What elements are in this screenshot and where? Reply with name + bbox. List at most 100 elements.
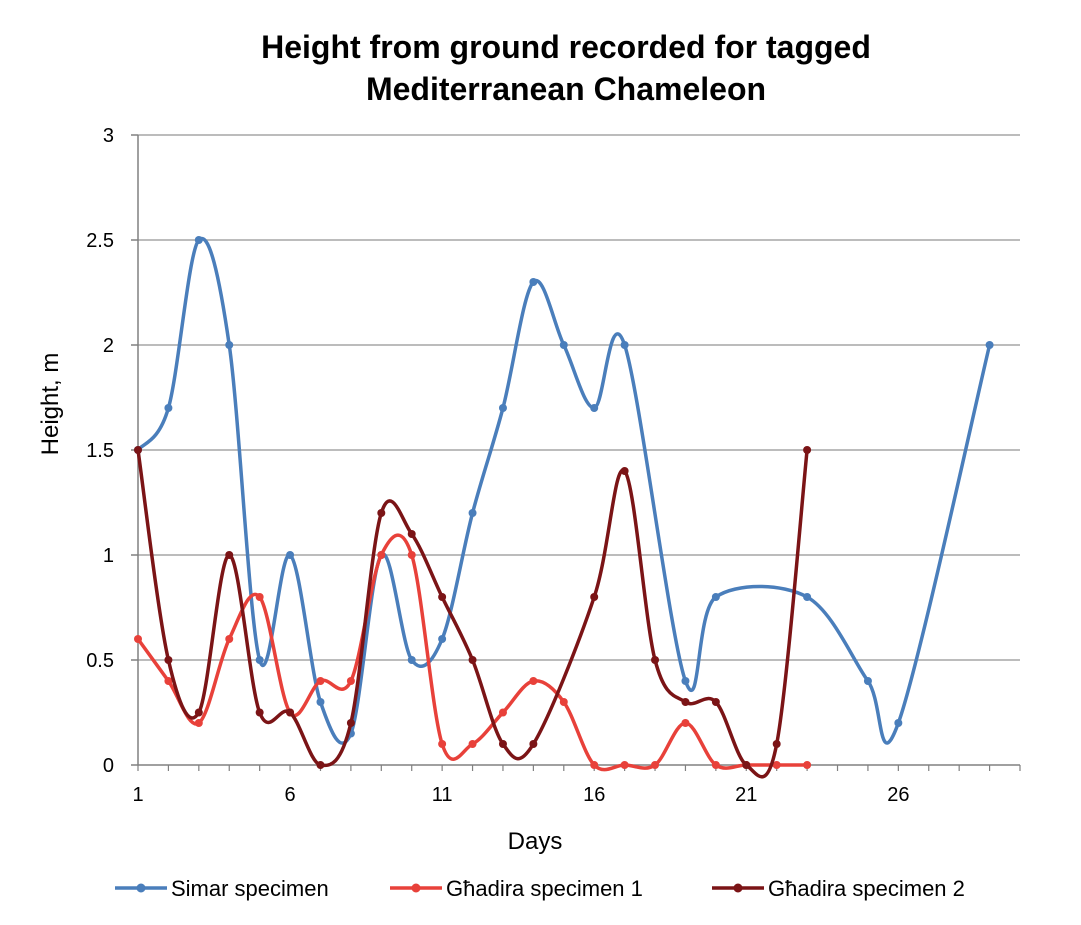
data-point: [194, 236, 203, 244]
data-point: [863, 677, 872, 685]
data-point: [681, 677, 690, 685]
data-point: [407, 551, 416, 559]
x-tick-labels: 1 6 11 16 21 26: [132, 784, 909, 806]
x-axis-label: Days: [508, 828, 563, 855]
data-point: [711, 761, 720, 769]
data-point: [559, 698, 568, 706]
x-tick-label: 26: [887, 784, 909, 806]
data-point: [803, 593, 812, 601]
legend: Simar specimen Għadira specimen 1 Għadira …: [115, 876, 965, 901]
data-point: [529, 278, 538, 286]
data-point: [407, 530, 416, 538]
data-point: [711, 698, 720, 706]
y-tick-label: 0.5: [86, 650, 114, 672]
data-point: [407, 656, 416, 664]
legend-label: Għadira specimen 2: [768, 876, 965, 901]
data-point: [225, 551, 234, 559]
series-lines: [134, 236, 994, 779]
data-point: [498, 740, 507, 748]
chart-title-line-2: Mediterranean Chameleon: [366, 71, 766, 107]
axes: [137, 135, 1021, 771]
grid-lines: [131, 134, 1020, 766]
data-point: [468, 509, 477, 517]
data-point: [438, 593, 447, 601]
y-tick-label: 2.5: [86, 230, 114, 252]
data-point: [985, 341, 994, 349]
data-point: [134, 446, 142, 454]
data-point: [194, 708, 203, 717]
data-point: [590, 404, 599, 412]
data-point: [559, 341, 568, 349]
data-point: [438, 635, 447, 643]
data-point: [255, 656, 264, 664]
data-point: [529, 677, 538, 685]
data-point: [316, 677, 325, 685]
data-point: [651, 656, 660, 664]
x-tick-label: 21: [735, 784, 757, 806]
y-tick-label: 0: [103, 755, 114, 777]
data-point: [134, 635, 142, 643]
data-point: [255, 593, 264, 601]
data-point: [590, 593, 599, 601]
y-tick-label: 3: [103, 125, 114, 147]
y-tick-label: 1: [103, 545, 114, 567]
data-point: [620, 467, 629, 475]
series-3: [134, 446, 812, 779]
x-tick-label: 6: [285, 784, 296, 806]
data-point: [468, 656, 477, 664]
data-point: [468, 740, 477, 748]
data-point: [803, 446, 812, 454]
data-point: [620, 761, 629, 769]
data-point: [255, 708, 264, 717]
legend-item-3: Għadira specimen 2: [712, 876, 965, 901]
data-point: [803, 761, 812, 769]
legend-item-1: Simar specimen: [115, 876, 329, 901]
x-tick-label: 11: [432, 784, 453, 806]
legend-label: Simar specimen: [171, 876, 329, 901]
data-point: [194, 719, 203, 727]
data-point: [164, 404, 173, 412]
legend-swatch-marker: [411, 883, 421, 893]
data-point: [286, 551, 295, 559]
data-point: [590, 761, 599, 769]
data-point: [346, 719, 355, 727]
legend-swatch-marker: [733, 883, 743, 893]
data-point: [681, 698, 690, 706]
data-point: [529, 740, 538, 748]
series-line: [136, 533, 809, 772]
data-point: [498, 404, 507, 412]
data-point: [286, 708, 295, 717]
data-point: [772, 761, 781, 769]
x-tick-label: 16: [583, 784, 605, 806]
legend-label: Għadira specimen 1: [446, 876, 643, 901]
data-point: [377, 551, 386, 559]
data-point: [164, 677, 173, 685]
data-point: [498, 708, 507, 717]
y-axis-label: Height, m: [37, 353, 64, 456]
data-point: [346, 677, 355, 685]
data-point: [651, 761, 660, 769]
data-point: [772, 740, 781, 748]
chart-title-line-1: Height from ground recorded for tagged: [261, 29, 871, 65]
y-tick-label: 1.5: [86, 440, 114, 462]
data-point: [742, 761, 751, 769]
data-point: [225, 635, 234, 643]
data-point: [164, 656, 173, 664]
data-point: [225, 341, 234, 349]
x-tick-label: 1: [132, 784, 143, 806]
data-point: [377, 509, 386, 517]
legend-swatch-marker: [136, 883, 146, 893]
data-point: [620, 341, 629, 349]
data-point: [894, 719, 903, 727]
legend-item-2: Għadira specimen 1: [390, 876, 643, 901]
data-point: [681, 719, 690, 727]
data-point: [438, 740, 447, 748]
data-point: [316, 698, 325, 706]
y-tick-labels: 0 0.5 1 1.5 2 2.5 3: [86, 125, 114, 777]
y-tick-label: 2: [103, 335, 114, 357]
series-line: [136, 236, 992, 745]
data-point: [316, 761, 325, 769]
series-1: [134, 236, 994, 745]
